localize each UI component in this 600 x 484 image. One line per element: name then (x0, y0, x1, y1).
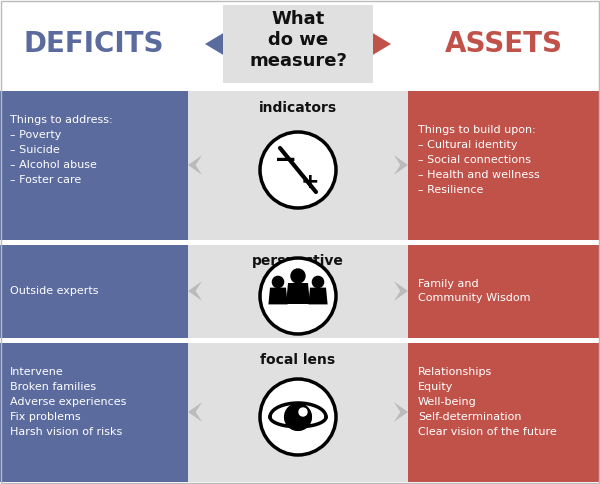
Bar (0, 343, 188, 482)
Polygon shape (268, 287, 287, 304)
Circle shape (285, 404, 311, 430)
Text: Outside experts: Outside experts (10, 286, 98, 296)
Polygon shape (188, 281, 202, 301)
Bar (0, 91, 188, 240)
Bar (408, 343, 600, 482)
Polygon shape (394, 155, 408, 175)
Bar (0, 91, 188, 240)
Bar (0, 0, 600, 88)
Text: Family and
Community Wisdom: Family and Community Wisdom (418, 279, 530, 303)
Bar (408, 244, 600, 337)
Circle shape (272, 276, 284, 287)
Polygon shape (286, 283, 310, 304)
Text: −: − (274, 146, 298, 174)
Polygon shape (394, 281, 408, 301)
Circle shape (260, 258, 336, 334)
Text: ASSETS: ASSETS (445, 30, 563, 58)
Polygon shape (373, 33, 391, 55)
Bar (0, 343, 188, 482)
Polygon shape (394, 402, 408, 422)
Bar (0, 343, 188, 482)
FancyBboxPatch shape (223, 5, 373, 83)
Circle shape (299, 408, 307, 416)
Text: focal lens: focal lens (260, 352, 335, 366)
Polygon shape (205, 33, 223, 55)
Bar (0, 244, 188, 337)
Bar (188, 343, 408, 482)
Bar (408, 91, 600, 240)
Text: perspective: perspective (252, 255, 344, 269)
Circle shape (291, 269, 305, 283)
Polygon shape (188, 155, 202, 175)
Circle shape (313, 276, 323, 287)
Bar (0, 244, 188, 337)
Text: Things to build upon:
– Cultural identity
– Social connections
– Health and well: Things to build upon: – Cultural identit… (418, 125, 540, 195)
Text: +: + (301, 172, 319, 192)
Text: indicators: indicators (259, 101, 337, 115)
Circle shape (260, 132, 336, 208)
Text: What
do we
measure?: What do we measure? (249, 10, 347, 70)
Polygon shape (308, 287, 328, 304)
Bar (188, 91, 408, 240)
Circle shape (260, 379, 336, 455)
Text: Relationships
Equity
Well-being
Self-determination
Clear vision of the future: Relationships Equity Well-being Self-det… (418, 367, 557, 437)
Bar (0, 244, 188, 337)
Text: Intervene
Broken families
Adverse experiences
Fix problems
Harsh vision of risks: Intervene Broken families Adverse experi… (10, 367, 127, 437)
Bar (188, 244, 408, 337)
Polygon shape (188, 402, 202, 422)
Text: DEFICITS: DEFICITS (24, 30, 164, 58)
Text: Things to address:
– Poverty
– Suicide
– Alcohol abuse
– Foster care: Things to address: – Poverty – Suicide –… (10, 115, 113, 184)
Bar (0, 91, 188, 240)
